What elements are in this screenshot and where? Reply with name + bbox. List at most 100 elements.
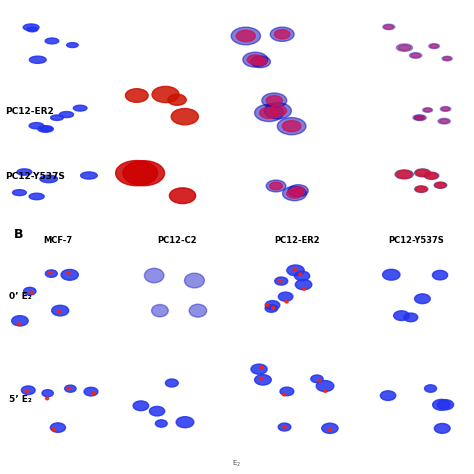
Circle shape — [270, 182, 283, 190]
Ellipse shape — [384, 25, 393, 29]
Ellipse shape — [278, 423, 291, 431]
Ellipse shape — [432, 270, 447, 280]
Ellipse shape — [425, 385, 437, 392]
Circle shape — [49, 272, 52, 274]
Ellipse shape — [152, 304, 168, 317]
Circle shape — [293, 268, 296, 271]
Ellipse shape — [411, 54, 420, 57]
Ellipse shape — [176, 417, 194, 428]
Circle shape — [25, 390, 28, 392]
Ellipse shape — [50, 423, 65, 432]
Circle shape — [30, 291, 33, 294]
Ellipse shape — [434, 182, 447, 188]
Circle shape — [324, 390, 327, 392]
Ellipse shape — [441, 107, 449, 111]
Circle shape — [92, 392, 95, 394]
Title: MCF-7: MCF-7 — [43, 236, 72, 245]
Ellipse shape — [12, 190, 27, 196]
Circle shape — [266, 96, 283, 105]
Circle shape — [277, 118, 306, 135]
Circle shape — [52, 428, 55, 431]
Ellipse shape — [73, 105, 87, 111]
Ellipse shape — [265, 304, 278, 312]
Ellipse shape — [395, 170, 413, 179]
Circle shape — [274, 29, 290, 39]
Ellipse shape — [287, 265, 304, 276]
Ellipse shape — [59, 111, 73, 118]
Circle shape — [288, 185, 308, 197]
Ellipse shape — [84, 387, 98, 396]
Ellipse shape — [404, 313, 418, 322]
Ellipse shape — [416, 169, 429, 176]
Ellipse shape — [443, 57, 451, 60]
Circle shape — [243, 52, 268, 67]
Circle shape — [57, 310, 60, 313]
Ellipse shape — [155, 420, 167, 427]
Ellipse shape — [45, 38, 59, 44]
Ellipse shape — [27, 27, 38, 32]
Ellipse shape — [21, 386, 35, 394]
Circle shape — [318, 379, 321, 382]
Ellipse shape — [29, 193, 44, 200]
Circle shape — [247, 55, 264, 64]
Ellipse shape — [424, 108, 431, 112]
Ellipse shape — [413, 115, 424, 120]
Ellipse shape — [295, 280, 312, 290]
Ellipse shape — [61, 269, 78, 280]
Text: 0’ E₂: 0’ E₂ — [9, 292, 32, 301]
Circle shape — [236, 30, 255, 42]
Ellipse shape — [52, 305, 69, 316]
Circle shape — [302, 288, 306, 290]
Ellipse shape — [40, 175, 57, 182]
Circle shape — [126, 89, 148, 102]
Circle shape — [262, 93, 287, 108]
Ellipse shape — [316, 381, 334, 392]
Ellipse shape — [398, 45, 410, 50]
Ellipse shape — [24, 287, 36, 295]
Ellipse shape — [380, 391, 396, 401]
Text: E$_2$: E$_2$ — [232, 459, 242, 469]
Ellipse shape — [29, 123, 44, 129]
Ellipse shape — [67, 43, 78, 47]
Ellipse shape — [397, 171, 412, 178]
Ellipse shape — [410, 53, 422, 58]
Circle shape — [116, 161, 157, 186]
Ellipse shape — [438, 400, 454, 410]
Ellipse shape — [433, 400, 450, 410]
Ellipse shape — [145, 268, 164, 283]
Circle shape — [168, 94, 186, 105]
Ellipse shape — [439, 119, 449, 123]
Ellipse shape — [189, 304, 207, 317]
Ellipse shape — [415, 169, 430, 177]
Circle shape — [299, 273, 302, 275]
Circle shape — [255, 104, 283, 121]
Ellipse shape — [415, 186, 428, 192]
Ellipse shape — [278, 292, 293, 301]
Circle shape — [269, 106, 287, 116]
Circle shape — [231, 27, 261, 45]
Circle shape — [264, 103, 292, 119]
Ellipse shape — [51, 115, 64, 120]
Circle shape — [266, 304, 269, 306]
Circle shape — [283, 186, 307, 201]
Circle shape — [283, 426, 286, 428]
Ellipse shape — [414, 116, 423, 119]
Circle shape — [283, 120, 301, 132]
Ellipse shape — [383, 269, 400, 280]
Ellipse shape — [265, 301, 280, 310]
Ellipse shape — [416, 186, 427, 192]
Ellipse shape — [255, 374, 271, 385]
Ellipse shape — [322, 423, 338, 433]
Ellipse shape — [46, 270, 57, 277]
Ellipse shape — [40, 126, 52, 131]
Circle shape — [272, 307, 275, 310]
Ellipse shape — [184, 273, 204, 288]
Ellipse shape — [394, 311, 409, 320]
Circle shape — [152, 86, 179, 102]
Ellipse shape — [64, 385, 76, 392]
Circle shape — [67, 387, 70, 390]
Circle shape — [171, 109, 199, 125]
Ellipse shape — [442, 56, 452, 61]
Title: PC12-ER2: PC12-ER2 — [274, 236, 319, 245]
Ellipse shape — [383, 24, 395, 30]
